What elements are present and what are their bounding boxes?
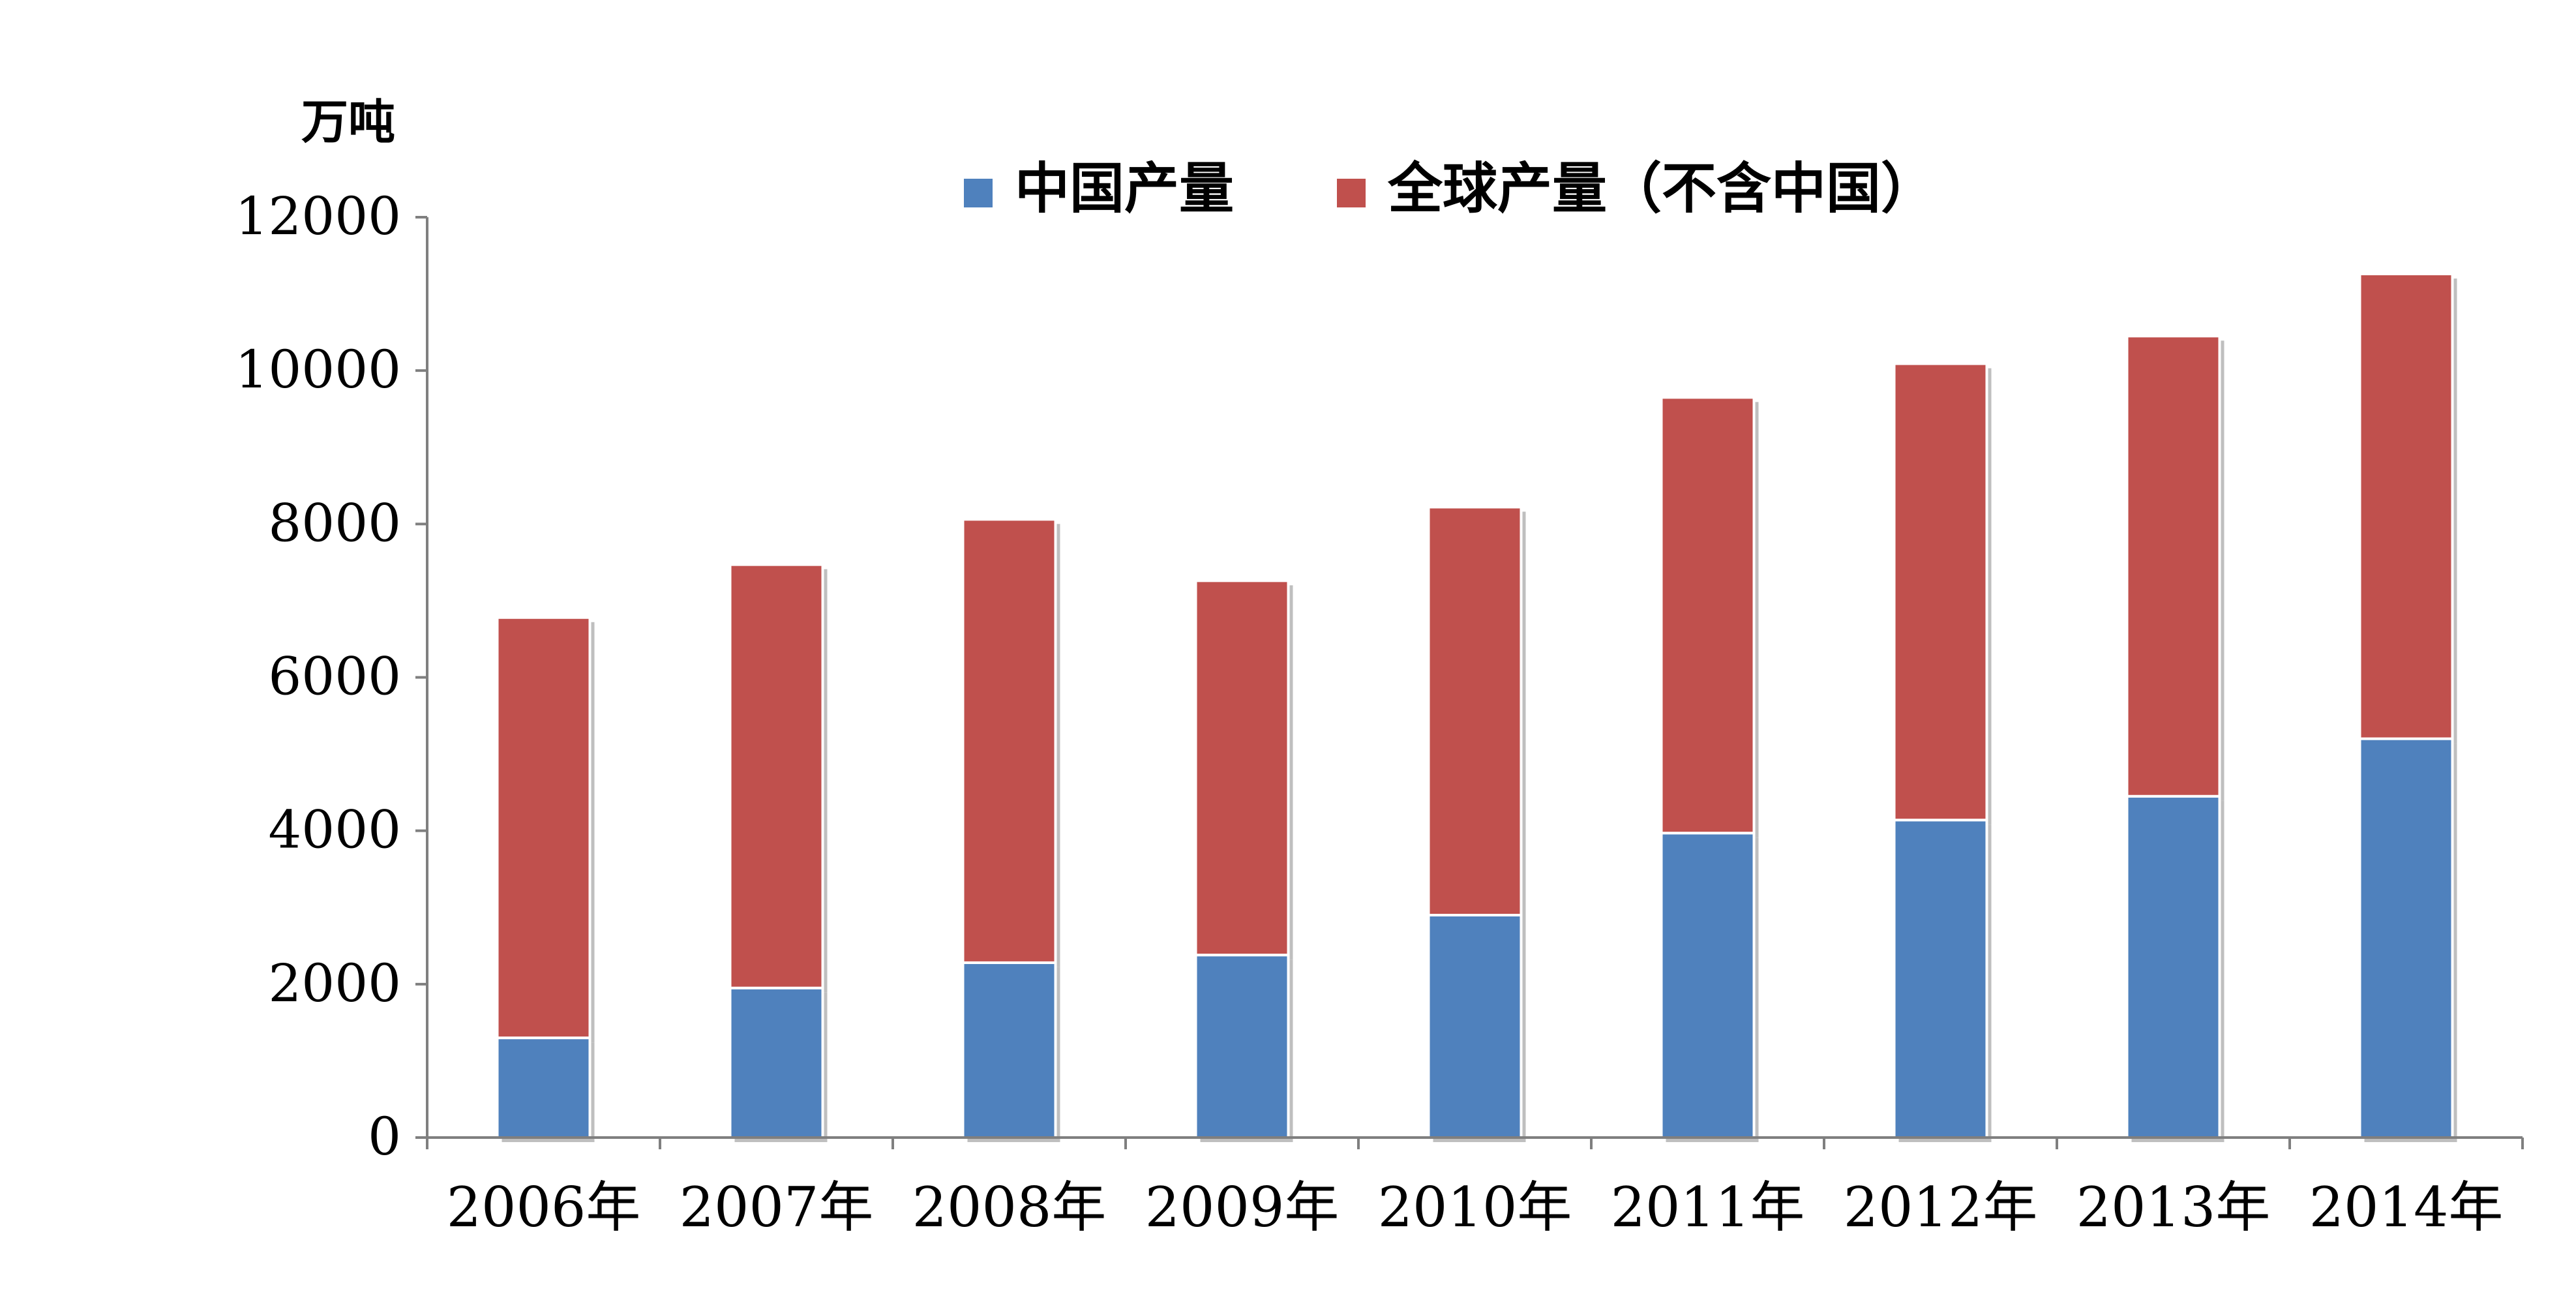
y-tick-label: 8000 [268,492,401,553]
legend-label-global-ex-china: 全球产量（不含中国） [1387,157,1936,220]
bar-china-5 [1660,832,1756,1140]
y-tick-label: 6000 [268,646,401,707]
legend-swatch-china [964,179,993,207]
y-tick-label: 2000 [268,953,401,1014]
bar-global-ex-china-6 [1893,362,1988,822]
legend-swatch-global-ex-china [1337,179,1366,207]
bar-china-2 [961,961,1057,1140]
x-tick-label: 2006年 [447,1175,641,1239]
legend-label-china: 中国产量 [1015,157,1234,220]
bar-global-ex-china-2 [961,518,1057,964]
y-tick-labels: 0 2000 4000 6000 8000 10000 12000 [235,186,402,1167]
bar-global-ex-china-4 [1427,506,1523,917]
x-tick-label: 2007年 [680,1175,874,1239]
x-tick-label: 2011年 [1611,1175,1805,1239]
axes [415,216,2524,1149]
bar-global-ex-china-0 [496,616,592,1040]
x-tick-label: 2014年 [2309,1175,2504,1239]
x-tick-label: 2012年 [1844,1175,2038,1239]
x-tick-labels: 2006年 2007年 2008年 2009年 2010年 2011年 2012年 2013年… [447,1175,2504,1239]
bar-china-8 [2358,737,2454,1139]
legend: 中国产量 全球产量（不含中国） [964,157,1936,220]
x-tick-label: 2008年 [912,1175,1107,1239]
x-tick-label: 2009年 [1145,1175,1340,1239]
bar-global-ex-china-7 [2125,335,2221,798]
bar-china-0 [496,1036,592,1140]
y-tick-label: 10000 [235,339,402,400]
x-tick-label: 2013年 [2076,1175,2271,1239]
bar-global-ex-china-8 [2358,273,2454,740]
bar-china-3 [1194,954,1290,1139]
x-tick-label: 2010年 [1378,1175,1572,1239]
bar-china-1 [728,986,824,1140]
bar-china-7 [2125,794,2221,1139]
bar-china-6 [1893,819,1988,1139]
y-tick-label: 4000 [268,800,401,860]
bar-global-ex-china-3 [1194,579,1290,957]
y-axis-unit-label: 万吨 [301,95,395,149]
bar-china-4 [1427,914,1523,1139]
bar-global-ex-china-1 [728,563,824,989]
y-tick-label: 0 [368,1106,401,1167]
bars [496,273,2457,1142]
y-tick-label: 12000 [235,186,402,247]
bar-global-ex-china-5 [1660,396,1756,835]
